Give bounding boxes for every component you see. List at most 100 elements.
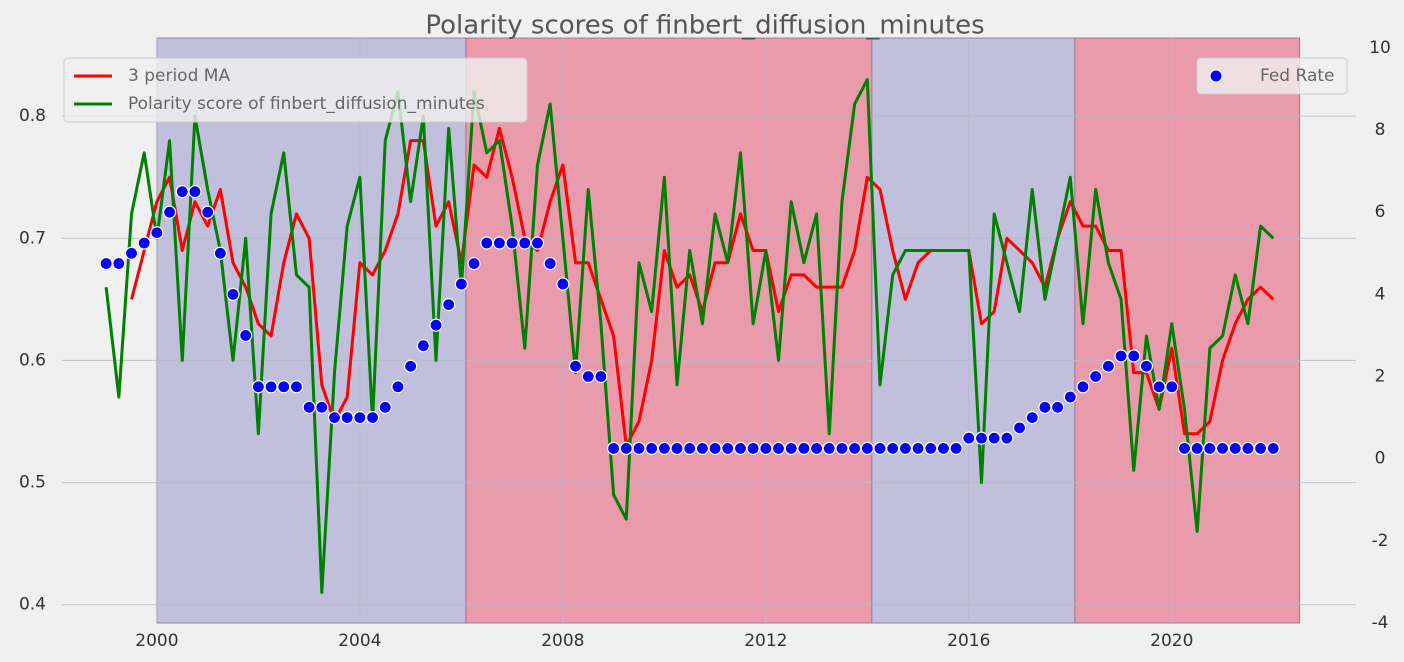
scatter-point <box>467 256 481 271</box>
scatter-point <box>848 441 862 456</box>
y-tick-label: 0.7 <box>19 228 46 248</box>
y2-tick-label: 10 <box>1369 38 1391 58</box>
x-tick-label: 2020 <box>1150 631 1193 651</box>
scatter-point <box>1215 441 1230 456</box>
x-tick-label: 2004 <box>338 631 381 651</box>
legend-label: Fed Rate <box>1260 66 1334 86</box>
scatter-point <box>581 369 595 384</box>
scatter-point <box>201 205 215 219</box>
scatter-point <box>150 226 164 240</box>
scatter-point <box>898 441 912 456</box>
y2-tick-label: -2 <box>1372 531 1389 551</box>
scatter-point <box>543 256 557 271</box>
scatter-point <box>733 441 748 456</box>
scatter-point <box>974 431 989 445</box>
scatter-point <box>353 410 367 425</box>
scatter-point <box>1165 380 1179 394</box>
scatter-point <box>1089 369 1103 384</box>
scatter-point <box>657 441 671 456</box>
scatter-point <box>327 410 342 425</box>
scatter-point <box>302 400 316 414</box>
scatter-point <box>619 441 633 456</box>
scatter-point <box>759 441 773 456</box>
scatter-point <box>835 441 849 456</box>
y2-tick-label: -4 <box>1372 613 1389 633</box>
scatter-point <box>454 277 468 291</box>
scatter-point <box>1025 410 1039 425</box>
y-tick-label: 0.8 <box>19 106 46 126</box>
scatter-point <box>1127 349 1141 363</box>
scatter-point <box>606 441 621 456</box>
scatter-point <box>987 431 1001 445</box>
scatter-point <box>568 359 583 373</box>
legend-label: 3 period MA <box>128 66 230 86</box>
scatter-point <box>1228 441 1242 456</box>
scatter-point <box>632 441 646 456</box>
legend-box <box>63 57 528 123</box>
scatter-point <box>505 236 519 250</box>
scatter-point <box>683 441 697 456</box>
scatter-point <box>277 380 291 394</box>
scatter-point <box>175 185 189 199</box>
legend-box <box>1196 57 1348 95</box>
scatter-point <box>746 441 760 456</box>
scatter-point <box>264 380 278 394</box>
y2-tick-label: 0 <box>1375 449 1386 469</box>
scatter-point <box>1241 441 1255 456</box>
scatter-point <box>771 441 786 456</box>
scatter-point <box>188 185 202 199</box>
x-tick-label: 2016 <box>947 631 990 651</box>
series-line <box>104 78 1275 594</box>
scatter-point <box>480 236 494 250</box>
scatter-point <box>1000 431 1014 445</box>
scatter-point <box>1038 400 1052 414</box>
marks <box>99 78 1280 594</box>
scatter-point <box>1139 359 1154 373</box>
x-tick-label: 2000 <box>135 631 178 651</box>
scatter-point <box>949 441 963 456</box>
scatter-point <box>1051 400 1065 414</box>
chart-title: Polarity scores of finbert_diffusion_min… <box>425 11 984 41</box>
scatter-point <box>239 328 253 343</box>
x-tick-label: 2012 <box>744 631 787 651</box>
scatter-point <box>226 287 240 301</box>
scatter-point <box>1152 380 1166 394</box>
scatter-point <box>911 441 925 456</box>
scatter-point <box>251 380 265 394</box>
scatter-point <box>822 441 836 456</box>
scatter-point <box>404 359 418 373</box>
scatter-point <box>365 410 380 425</box>
shaded-span <box>465 37 873 624</box>
y-tick-label: 0.4 <box>19 595 46 615</box>
scatter-point <box>873 441 887 456</box>
scatter-point <box>1012 421 1027 435</box>
scatter-point <box>1114 349 1128 363</box>
scatter-point <box>99 256 113 271</box>
y2-tick-label: 8 <box>1375 120 1386 140</box>
scatter-point <box>315 400 329 414</box>
scatter-point <box>162 205 177 219</box>
x-tick-label: 2008 <box>541 631 584 651</box>
y2-tick-label: 4 <box>1375 284 1386 304</box>
scatter-point <box>530 236 545 250</box>
scatter-point <box>416 339 430 353</box>
scatter-point <box>137 236 151 250</box>
scatter-point <box>1266 441 1280 456</box>
scatter-point <box>442 298 456 312</box>
scatter-point <box>1076 380 1090 394</box>
y-tick-label: 0.5 <box>19 473 46 493</box>
scatter-point <box>721 441 735 456</box>
scatter-point <box>594 369 608 384</box>
scatter-point <box>670 441 684 456</box>
scatter-point <box>645 441 659 456</box>
scatter-point <box>112 256 126 271</box>
scatter-point <box>391 380 405 394</box>
scatter-point <box>556 277 570 291</box>
scatter-point <box>924 441 938 456</box>
scatter-point <box>936 441 951 456</box>
scatter-point <box>1063 390 1077 404</box>
scatter-point <box>886 441 900 456</box>
scatter-point <box>378 400 392 414</box>
scatter-point <box>213 246 227 260</box>
